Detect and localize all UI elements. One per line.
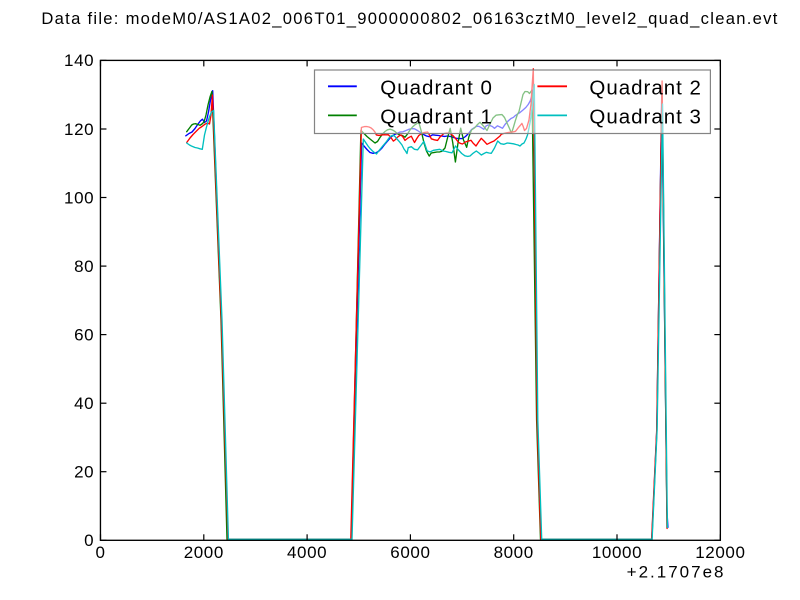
svg-text:0: 0 [95,543,105,562]
svg-text:Data file: modeM0/AS1A02_006T0: Data file: modeM0/AS1A02_006T01_90000008… [41,9,778,28]
svg-text:2000: 2000 [184,543,224,562]
svg-text:140: 140 [64,51,94,70]
svg-text:Quadrant 2: Quadrant 2 [589,76,702,99]
svg-text:Quadrant 0: Quadrant 0 [380,76,493,99]
svg-text:100: 100 [64,188,94,207]
svg-text:6000: 6000 [390,543,430,562]
svg-text:+2.1707e8: +2.1707e8 [627,563,726,582]
svg-text:40: 40 [74,394,94,413]
svg-text:4000: 4000 [287,543,327,562]
svg-text:0: 0 [84,531,94,550]
svg-text:Quadrant 3: Quadrant 3 [589,105,702,128]
svg-text:60: 60 [74,325,94,344]
svg-text:10000: 10000 [592,543,642,562]
svg-text:20: 20 [74,463,94,482]
svg-text:Quadrant 1: Quadrant 1 [380,105,493,128]
svg-text:12000: 12000 [695,543,745,562]
svg-text:120: 120 [64,120,94,139]
svg-text:80: 80 [74,257,94,276]
svg-text:8000: 8000 [494,543,534,562]
